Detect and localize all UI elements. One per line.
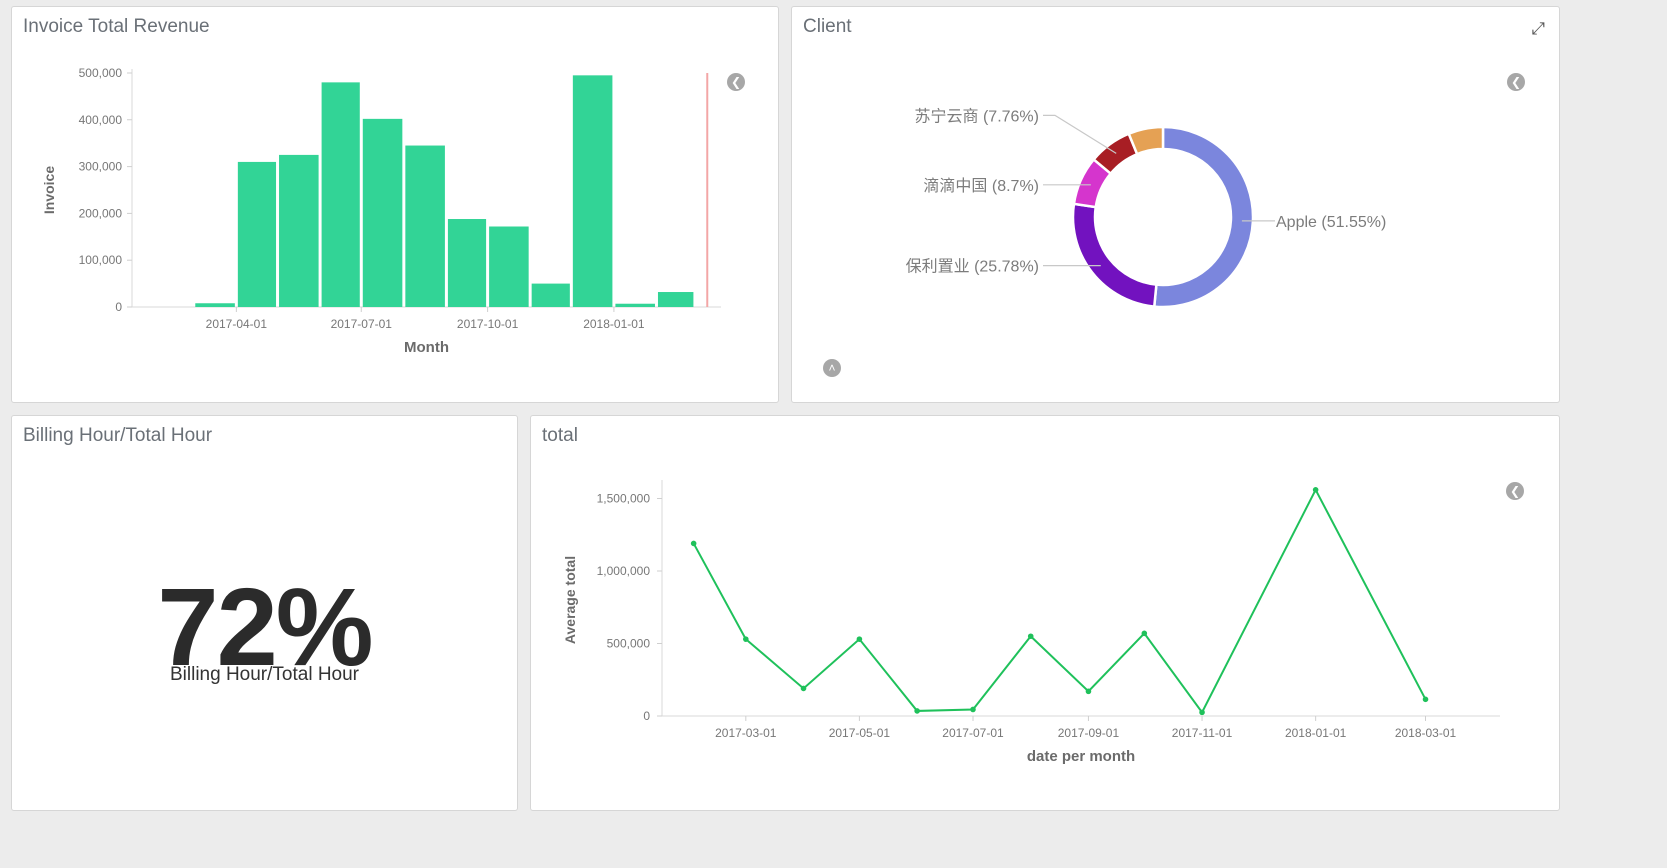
y-tick-label: 500,000 bbox=[79, 66, 123, 80]
data-point bbox=[743, 636, 749, 642]
y-tick-label: 500,000 bbox=[607, 637, 651, 651]
bar bbox=[489, 226, 529, 307]
chevron-left-icon[interactable]: ❮ bbox=[1506, 482, 1524, 500]
x-tick-label: 2017-03-01 bbox=[715, 726, 777, 740]
invoice-revenue-panel: Invoice Total Revenue 0 100,000 200,000 300… bbox=[11, 6, 779, 403]
bar bbox=[237, 161, 277, 307]
x-tick-label: 2017-07-01 bbox=[942, 726, 1004, 740]
bar bbox=[447, 219, 487, 307]
x-tick-label: 2017-05-01 bbox=[829, 726, 891, 740]
x-tick-label: 2017-07-01 bbox=[331, 317, 393, 331]
x-tick-label: 2018-01-01 bbox=[1285, 726, 1347, 740]
donut-slice bbox=[1127, 125, 1165, 156]
x-tick-label: 2017-11-01 bbox=[1172, 726, 1233, 740]
client-donut-chart: Apple (51.55%) 保利置业 (25.78%) 滴滴中国 (8.7%) 苏宁… bbox=[906, 107, 1386, 309]
x-axis-title: Month bbox=[404, 339, 449, 356]
x-axis-title: date per month bbox=[1027, 748, 1135, 765]
bar bbox=[321, 82, 360, 307]
data-point bbox=[800, 685, 807, 692]
x-tick-label: 2018-01-01 bbox=[583, 317, 645, 331]
y-axis-title: Invoice bbox=[41, 166, 57, 214]
slice-label: 滴滴中国 (8.7%) bbox=[923, 177, 1039, 195]
data-point bbox=[1312, 487, 1319, 493]
y-tick-label: 100,000 bbox=[79, 253, 123, 267]
chevron-up-icon[interactable]: ˄ bbox=[823, 359, 841, 377]
bar bbox=[195, 303, 235, 307]
panel-title: total bbox=[542, 425, 578, 446]
slice-label: 苏宁云商 (7.76%) bbox=[915, 107, 1039, 125]
bar bbox=[657, 292, 694, 307]
bar bbox=[615, 303, 655, 307]
y-axis-title: Average total bbox=[562, 556, 578, 644]
y-tick-label: 1,000,000 bbox=[597, 564, 651, 578]
bar bbox=[405, 145, 445, 307]
y-tick-label: 0 bbox=[643, 709, 650, 723]
data-point bbox=[1141, 630, 1148, 637]
metric-label: Billing Hour/Total Hour bbox=[169, 664, 360, 685]
total-line-chart: 0 500,000 1,000,000 1,500,000 2017-03-01 2017… bbox=[562, 480, 1500, 765]
donut-slice bbox=[1071, 202, 1158, 308]
slice-label: Apple (51.55%) bbox=[1276, 214, 1386, 231]
y-tick-label: 400,000 bbox=[79, 113, 123, 127]
invoice-bar-chart: 0 100,000 200,000 300,000 400,000 500,000 2017… bbox=[41, 66, 721, 356]
series-line bbox=[692, 487, 1427, 715]
donut-slice bbox=[1152, 125, 1255, 309]
panel-title: Client bbox=[803, 16, 852, 37]
data-point bbox=[856, 636, 863, 642]
billing-hour-panel: Billing Hour/Total Hour 72% Billing Hour… bbox=[11, 415, 518, 811]
x-tick-label: 2018-03-01 bbox=[1395, 726, 1457, 740]
metric-value: 72% bbox=[157, 566, 373, 689]
bar bbox=[279, 154, 319, 307]
chevron-left-icon[interactable]: ❮ bbox=[1507, 73, 1525, 91]
total-panel: total 0 500,000 1,000,000 1,500,000 2017-03-… bbox=[530, 415, 1560, 811]
data-point bbox=[690, 540, 697, 547]
y-tick-label: 300,000 bbox=[79, 160, 123, 174]
expand-icon[interactable]: ⤢ bbox=[1531, 19, 1545, 38]
panel-title: Billing Hour/Total Hour bbox=[23, 425, 213, 446]
x-tick-label: 2017-04-01 bbox=[206, 317, 268, 331]
data-point bbox=[1199, 709, 1205, 716]
y-tick-label: 1,500,000 bbox=[597, 492, 651, 506]
data-point bbox=[970, 706, 976, 713]
client-panel: Client ⤢ Apple (51.55%) 保利置业 (25.78%) 滴滴中国… bbox=[791, 6, 1560, 403]
y-tick-label: 0 bbox=[115, 300, 122, 314]
x-tick-label: 2017-10-01 bbox=[457, 317, 519, 331]
data-point bbox=[1027, 633, 1034, 640]
x-tick-label: 2017-09-01 bbox=[1058, 726, 1120, 740]
y-tick-label: 200,000 bbox=[79, 206, 123, 220]
data-point bbox=[1085, 688, 1092, 695]
data-point bbox=[914, 708, 920, 714]
slice-label-leader bbox=[1043, 114, 1117, 154]
panel-title: Invoice Total Revenue bbox=[23, 16, 210, 37]
slice-label: 保利置业 (25.78%) bbox=[906, 258, 1039, 276]
bar bbox=[572, 75, 613, 307]
bar bbox=[531, 283, 570, 307]
bar bbox=[362, 118, 403, 307]
data-point bbox=[1422, 696, 1429, 703]
chevron-left-icon[interactable]: ❮ bbox=[727, 73, 745, 91]
